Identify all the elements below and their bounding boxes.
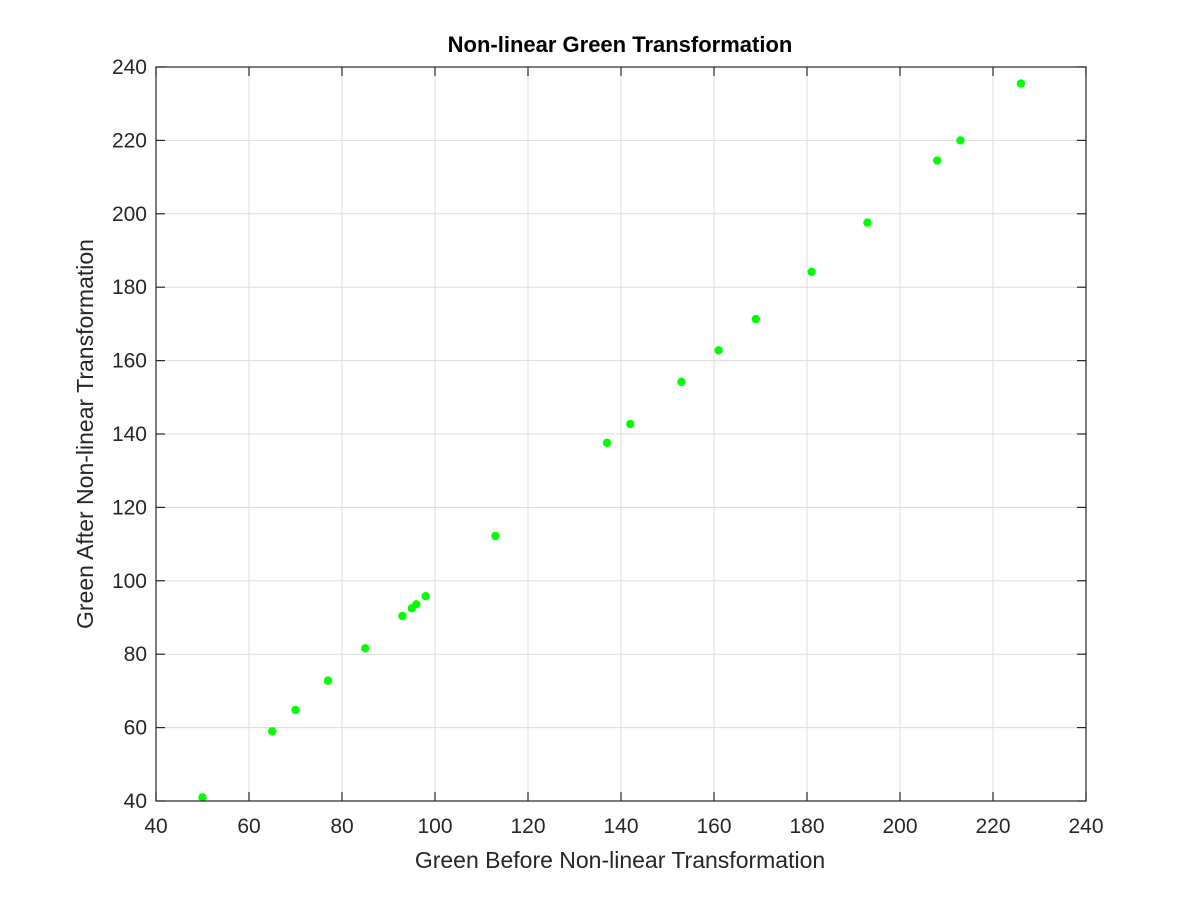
- y-tick-label: 180: [112, 276, 147, 299]
- y-tick-label: 240: [112, 56, 147, 79]
- y-tick-label: 160: [112, 350, 147, 373]
- x-tick-label: 160: [696, 815, 731, 838]
- x-tick-label: 240: [1068, 815, 1103, 838]
- x-tick-label: 100: [417, 815, 452, 838]
- data-point: [323, 676, 333, 685]
- x-tick-label: 200: [882, 815, 917, 838]
- y-tick-label: 100: [112, 570, 147, 593]
- x-tick-label: 220: [975, 815, 1010, 838]
- y-tick-label: 40: [124, 790, 147, 813]
- data-point: [291, 705, 300, 715]
- data-point: [807, 267, 816, 276]
- data-point: [677, 377, 686, 387]
- data-point: [412, 600, 421, 609]
- data-point: [491, 531, 500, 541]
- x-axis-label: Green Before Non-linear Transformation: [415, 847, 825, 873]
- y-tick-label: 220: [112, 129, 147, 152]
- data-point: [361, 644, 370, 653]
- y-tick-label: 200: [112, 203, 147, 226]
- data-point: [863, 218, 872, 227]
- x-tick-label: 140: [603, 815, 638, 838]
- y-tick-label: 80: [124, 643, 147, 666]
- data-point: [421, 592, 430, 601]
- data-points: [198, 79, 1026, 802]
- data-point: [933, 156, 942, 165]
- x-tick-label: 40: [144, 815, 167, 838]
- axes: [155, 66, 1087, 802]
- data-point: [626, 419, 635, 429]
- data-point: [714, 346, 723, 355]
- chart-title: Non-linear Green Transformation: [448, 32, 793, 57]
- data-point: [1016, 79, 1026, 88]
- tick-labels: 40 60 80 100 120 140 160 180 200 220 240 40 60 80 100 1…: [112, 56, 1104, 838]
- y-axis-label: Green After Non-linear Transformation: [72, 239, 98, 629]
- y-tick-label: 120: [112, 496, 147, 519]
- x-tick-label: 60: [237, 815, 260, 838]
- x-tick-label: 120: [510, 815, 545, 838]
- data-point: [751, 314, 761, 324]
- y-tick-label: 60: [124, 717, 147, 740]
- data-point: [398, 611, 407, 621]
- y-tick-label: 140: [112, 423, 147, 446]
- data-point: [268, 727, 277, 736]
- data-point: [602, 438, 612, 448]
- data-point: [198, 793, 207, 802]
- x-tick-label: 80: [330, 815, 353, 838]
- grid: [155, 66, 1087, 802]
- x-tick-label: 180: [789, 815, 824, 838]
- data-point: [956, 136, 965, 145]
